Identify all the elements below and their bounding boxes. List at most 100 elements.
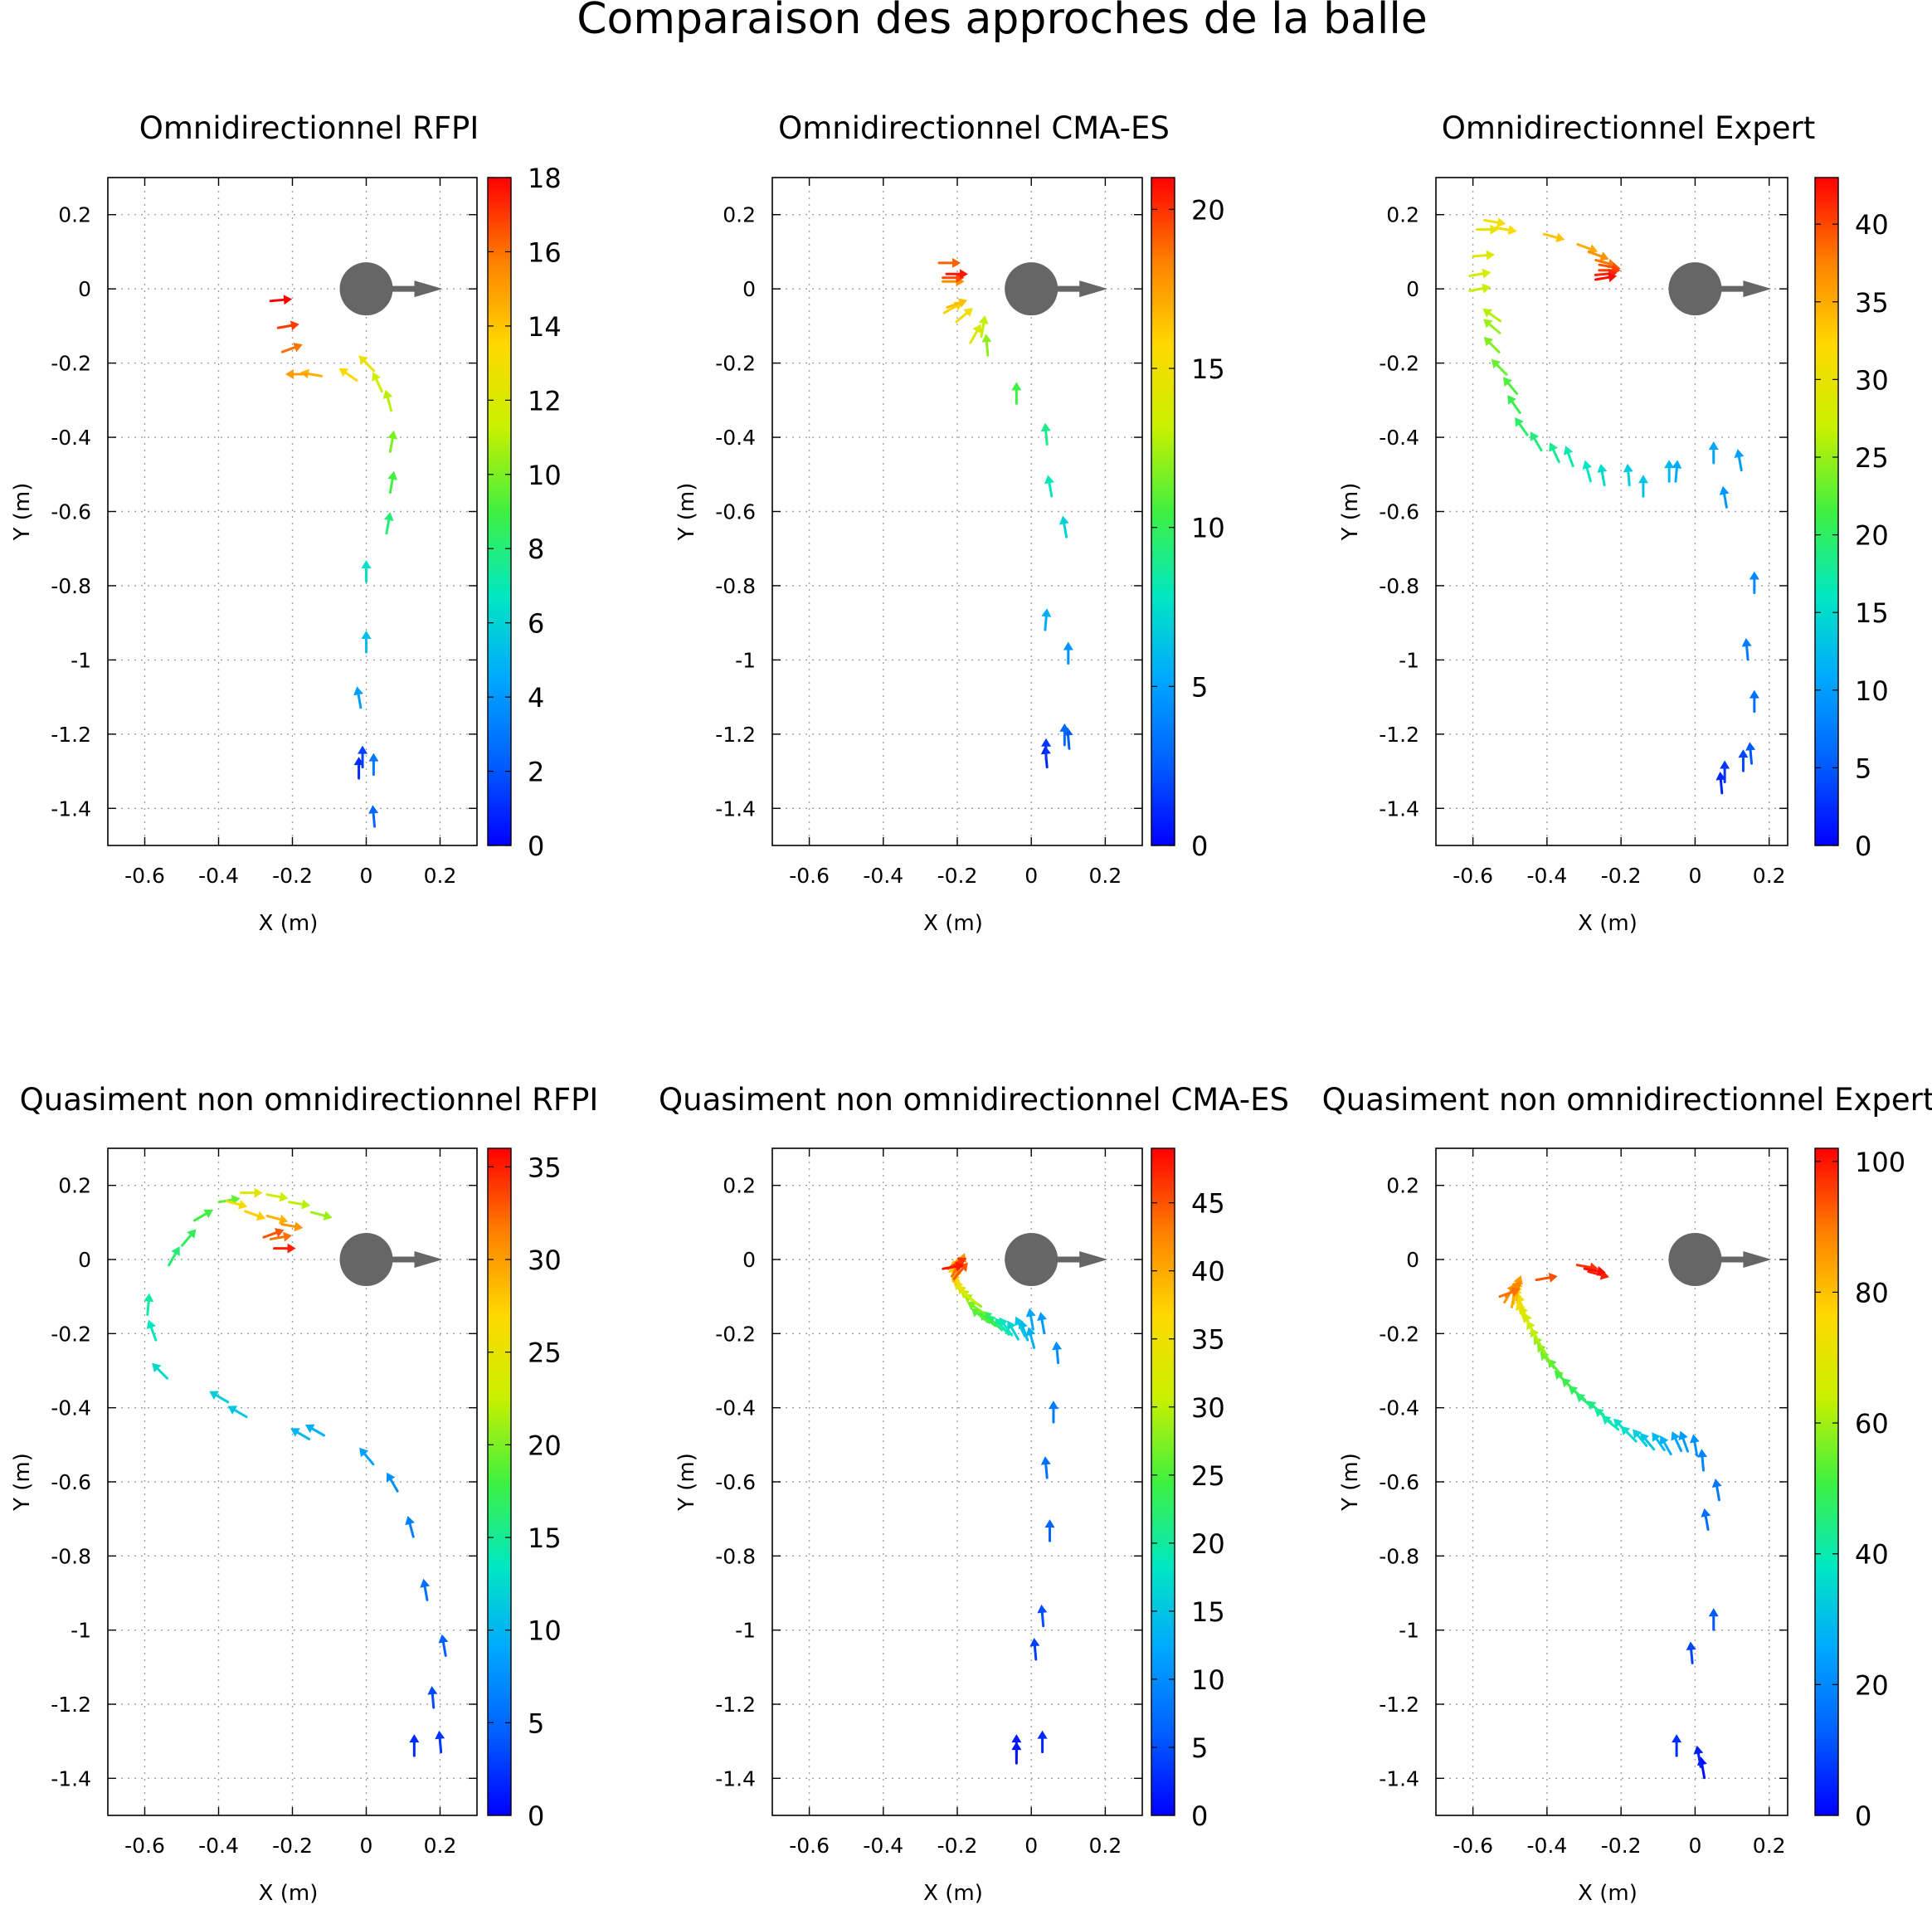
y-tick-label: -0.4 xyxy=(51,426,91,450)
pose-arrow xyxy=(361,631,372,654)
pose-arrow xyxy=(1491,358,1508,376)
pose-arrow xyxy=(280,343,303,353)
x-tick-label: -0.2 xyxy=(937,1834,978,1858)
pose-arrow xyxy=(1623,463,1633,487)
y-tick-label: -0.8 xyxy=(51,1544,91,1568)
pose-arrow xyxy=(1468,268,1492,279)
pose-arrow xyxy=(1483,337,1501,353)
pose-arrow xyxy=(387,470,398,495)
colorbar-tick-label: 0 xyxy=(1191,831,1208,862)
pose-arrow xyxy=(304,1424,325,1437)
panel-title: Omnidirectionnel Expert xyxy=(1442,110,1816,146)
y-tick-label: -0.4 xyxy=(715,1396,756,1420)
pose-arrow xyxy=(1535,1272,1558,1283)
colorbar-tick-label: 35 xyxy=(1855,287,1889,319)
panel-1: Omnidirectionnel RFPI -0.6 -0.4 -0.2 0 0.2 0.2… xyxy=(10,110,562,936)
pose-arrow xyxy=(280,1221,304,1232)
colorbar-tick-label: 0 xyxy=(1191,1800,1208,1832)
y-tick-label: -1.2 xyxy=(1379,1693,1419,1717)
colorbar: 0 5 10 15 20 xyxy=(1151,177,1225,862)
y-axis-label: Y (m) xyxy=(1338,1453,1363,1512)
pose-arrow xyxy=(372,372,383,393)
pose-arrow xyxy=(1530,431,1543,452)
colorbar-tick-label: 10 xyxy=(1191,1664,1225,1696)
pose-arrow xyxy=(1613,1418,1630,1435)
pose-arrow xyxy=(265,1214,289,1225)
colorbar-tick-label: 20 xyxy=(1191,194,1225,226)
y-tick-label: -0.6 xyxy=(1379,1470,1419,1494)
y-tick-label: -1 xyxy=(1399,1619,1419,1643)
pose-arrow xyxy=(1638,475,1648,498)
pose-arrow xyxy=(1693,1745,1704,1768)
colorbar-tick-label: 100 xyxy=(1855,1147,1905,1178)
colorbar-tick-label: 18 xyxy=(528,163,562,194)
colorbar-tick-label: 2 xyxy=(528,757,544,788)
y-tick-label: -0.4 xyxy=(715,426,756,450)
colorbar-tick-label: 0 xyxy=(1855,1800,1871,1832)
pose-arrow xyxy=(290,1428,311,1440)
pose-arrow xyxy=(1583,1266,1606,1276)
pose-arrow xyxy=(1029,1638,1040,1661)
panel-title: Omnidirectionnel RFPI xyxy=(139,110,479,146)
y-tick-label: -0.2 xyxy=(51,352,91,376)
pose-arrow xyxy=(1745,742,1756,765)
x-tick-label: -0.2 xyxy=(937,864,978,888)
pose-arrow xyxy=(1044,1519,1055,1542)
colorbar-tick-label: 30 xyxy=(528,1245,562,1276)
pose-arrow xyxy=(1025,1308,1036,1331)
panel-2: Omnidirectionnel CMA-ES -0.6 -0.4 -0.2 0 0.2 0… xyxy=(674,110,1225,936)
pose-arrow xyxy=(181,1229,197,1247)
x-tick-label: -0.4 xyxy=(198,1834,239,1858)
y-axis-label: Y (m) xyxy=(674,1453,699,1512)
x-tick-label: 0.2 xyxy=(1089,864,1122,888)
y-tick-label: 0 xyxy=(742,277,756,301)
pose-arrow xyxy=(1015,1316,1026,1337)
plot-frame xyxy=(1435,1147,1788,1816)
pose-arrow xyxy=(276,320,299,331)
y-tick-label: -1.2 xyxy=(51,723,91,747)
pose-arrow xyxy=(1475,224,1499,235)
y-tick-label: -1.4 xyxy=(715,1766,756,1791)
pose-arrow xyxy=(358,745,368,769)
pose-arrow xyxy=(1708,441,1719,465)
pose-arrow xyxy=(1041,608,1052,631)
colorbar-tick-label: 30 xyxy=(1191,1392,1225,1424)
y-tick-label: 0.2 xyxy=(58,203,91,227)
y-tick-label: 0 xyxy=(78,277,91,301)
colorbar-tick-label: 10 xyxy=(528,460,562,491)
pose-arrow xyxy=(1697,1449,1708,1472)
pose-arrow xyxy=(1594,272,1618,283)
pose-arrow xyxy=(368,753,379,777)
x-tick-label: -0.4 xyxy=(1527,864,1568,888)
pose-arrow xyxy=(1749,689,1759,714)
pose-arrow xyxy=(1664,460,1675,483)
pose-arrow xyxy=(1652,1432,1666,1452)
pose-arrow xyxy=(1507,395,1521,414)
x-tick-label: -0.2 xyxy=(272,864,313,888)
x-tick-label: -0.2 xyxy=(1601,1834,1642,1858)
pose-arrow xyxy=(1498,1287,1521,1298)
y-tick-label: -0.2 xyxy=(1379,352,1419,376)
x-axis-label: X (m) xyxy=(259,1881,319,1905)
plot-frame xyxy=(771,1147,1143,1816)
pose-arrow xyxy=(209,1391,230,1404)
pose-arrow xyxy=(1472,250,1495,261)
colorbar-tick-label: 25 xyxy=(528,1337,562,1369)
x-tick-label: -0.6 xyxy=(124,1834,165,1858)
pose-arrow xyxy=(269,295,293,305)
pose-arrow xyxy=(1482,309,1502,323)
pose-arrow xyxy=(435,1730,445,1754)
x-tick-label: -0.4 xyxy=(1527,1834,1568,1858)
pose-arrow xyxy=(1678,1430,1689,1453)
pose-arrow xyxy=(1011,382,1022,405)
pose-arrow xyxy=(1711,1479,1722,1502)
y-tick-label: -0.4 xyxy=(1379,1396,1419,1420)
pose-arrow xyxy=(192,1209,213,1222)
pose-arrow xyxy=(405,1516,415,1538)
colorbar-tick-label: 5 xyxy=(1191,1732,1208,1764)
pose-arrow xyxy=(1542,232,1565,243)
pose-arrow xyxy=(1738,749,1749,772)
pose-arrow xyxy=(1044,475,1054,498)
pose-arrow xyxy=(168,1246,180,1267)
y-tick-label: -1.2 xyxy=(1379,723,1419,747)
